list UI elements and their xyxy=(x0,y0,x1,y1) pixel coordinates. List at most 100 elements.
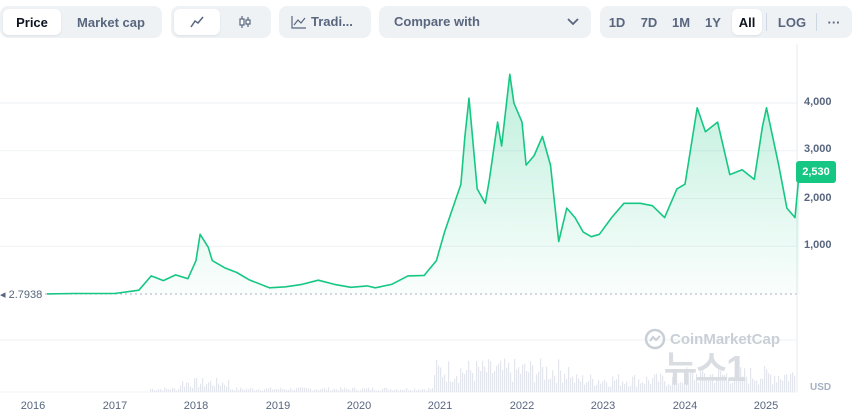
volume-bar xyxy=(412,390,414,392)
range-1m[interactable]: 1M xyxy=(671,14,691,30)
volume-bar xyxy=(770,374,772,392)
volume-bar xyxy=(264,389,266,392)
range-selector: 1D 7D 1M 1Y All LOG ··· xyxy=(600,6,852,38)
volume-bar xyxy=(664,381,666,392)
volume-bar xyxy=(484,366,486,392)
volume-bar xyxy=(176,390,178,392)
volume-bar xyxy=(584,384,586,392)
tab-market-cap[interactable]: Market cap xyxy=(77,14,145,30)
volume-bar xyxy=(750,367,752,392)
volume-bar xyxy=(212,385,214,392)
volume-bar xyxy=(548,379,550,392)
tradingview-button[interactable]: Tradi... xyxy=(279,6,371,38)
volume-bar xyxy=(488,359,490,392)
volume-bar xyxy=(312,390,314,392)
volume-bar xyxy=(248,389,250,392)
volume-bar xyxy=(510,372,512,392)
volume-bar xyxy=(626,381,628,392)
start-arrow-icon: ◂ xyxy=(0,289,6,301)
volume-bar xyxy=(456,375,458,392)
volume-bar xyxy=(344,387,346,392)
volume-bar xyxy=(696,373,698,392)
volume-bar xyxy=(202,378,204,392)
volume-bar xyxy=(662,375,664,392)
volume-bar xyxy=(672,376,674,392)
volume-bar xyxy=(392,390,394,392)
volume-bar xyxy=(658,381,660,392)
volume-bar xyxy=(562,382,564,392)
volume-bar xyxy=(478,366,480,392)
x-tick-label: 2021 xyxy=(427,400,453,412)
volume-bar xyxy=(200,383,202,392)
x-tick-label: 2024 xyxy=(672,400,698,412)
volume-bar xyxy=(482,360,484,392)
volume-bar xyxy=(744,368,746,392)
volume-bar xyxy=(442,376,444,392)
volume-bar xyxy=(612,376,614,392)
start-value-label: ◂ 2.7938 xyxy=(0,288,42,301)
volume-bar xyxy=(244,389,246,392)
volume-bar xyxy=(794,375,796,392)
price-area xyxy=(47,74,800,294)
volume-bar xyxy=(258,389,260,392)
volume-bar xyxy=(362,388,364,392)
volume-bar xyxy=(656,373,658,392)
volume-bar xyxy=(588,381,590,392)
volume-bar xyxy=(766,369,768,392)
volume-bar xyxy=(704,373,706,392)
volume-bar xyxy=(728,377,730,392)
volume-bar xyxy=(430,389,432,392)
line-chart-icon[interactable] xyxy=(174,9,220,35)
volume-bar xyxy=(624,383,626,392)
range-1y[interactable]: 1Y xyxy=(705,14,721,30)
volume-bar xyxy=(738,370,740,392)
x-tick-label: 2022 xyxy=(509,400,535,412)
volume-bar xyxy=(636,386,638,392)
tab-price[interactable]: Price xyxy=(3,9,61,35)
volume-bar xyxy=(300,387,302,392)
log-toggle[interactable]: LOG xyxy=(777,14,807,30)
volume-bar xyxy=(532,365,534,392)
range-7d[interactable]: 7D xyxy=(640,14,658,30)
volume-bar xyxy=(378,390,380,392)
volume-bar xyxy=(644,383,646,392)
volume-bar xyxy=(542,366,544,392)
volume-bar xyxy=(642,382,644,392)
volume-bar xyxy=(448,361,450,392)
volume-bar xyxy=(552,370,554,392)
volume-bar xyxy=(428,388,430,392)
volume-bar xyxy=(702,366,704,392)
volume-bar xyxy=(734,377,736,392)
volume-bar xyxy=(782,380,784,392)
volume-bar xyxy=(402,389,404,392)
volume-bar xyxy=(284,389,286,392)
price-chart[interactable]: 4,000 3,000 2,000 1,000 2,530 ◂ 2.7938 2… xyxy=(0,44,860,415)
volume-bar xyxy=(340,387,342,392)
volume-bar xyxy=(406,387,408,392)
volume-bar xyxy=(498,363,500,392)
volume-bar xyxy=(604,379,606,392)
volume-bar xyxy=(168,389,170,392)
volume-bar xyxy=(190,386,192,392)
volume-bar xyxy=(762,378,764,392)
volume-bar xyxy=(582,375,584,392)
x-tick-label: 2016 xyxy=(20,400,46,412)
range-all[interactable]: All xyxy=(732,9,762,35)
volume-bar xyxy=(786,374,788,392)
volume-bar xyxy=(620,385,622,392)
x-tick-label: 2019 xyxy=(265,400,291,412)
volume-bar xyxy=(204,386,206,392)
range-1d[interactable]: 1D xyxy=(608,14,626,30)
volume-bar xyxy=(758,384,760,392)
volume-bar xyxy=(280,387,282,392)
volume-bar xyxy=(250,388,252,392)
volume-bar xyxy=(692,371,694,392)
compare-dropdown[interactable]: Compare with xyxy=(379,6,591,38)
more-options-button[interactable]: ··· xyxy=(827,14,841,30)
volume-bar xyxy=(294,389,296,392)
volume-bar xyxy=(690,369,692,392)
volume-bar xyxy=(460,368,462,392)
candlestick-icon[interactable] xyxy=(222,9,268,35)
volume-bar xyxy=(572,376,574,392)
volume-bar xyxy=(784,375,786,392)
